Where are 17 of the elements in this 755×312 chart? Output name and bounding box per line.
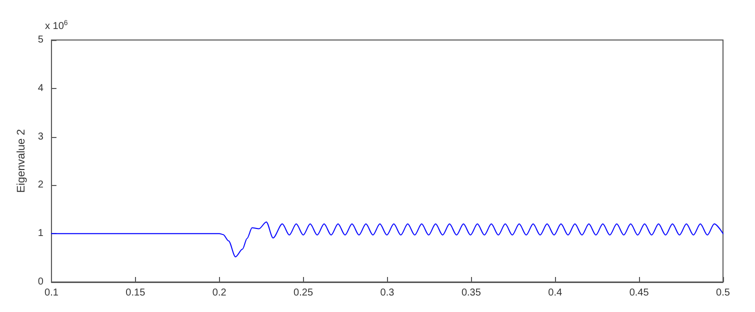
x-tick-label: 0.5: [716, 288, 730, 298]
line-series: [50, 221, 724, 258]
x-tick-label: 0.25: [294, 288, 314, 298]
x-tick-label: 0.1: [44, 288, 59, 298]
y-tick-label: 5: [38, 34, 44, 46]
y-tick-label: 1: [38, 228, 44, 240]
y-tick-label: 2: [38, 180, 44, 191]
y-axis-title: Eigenvalue 2: [16, 129, 28, 193]
x-tick-label: 0.2: [212, 288, 227, 298]
x-tick-label: 0.45: [629, 288, 650, 298]
x-tick-label: 0.15: [126, 288, 146, 298]
x-tick-label: 0.35: [461, 288, 482, 298]
x-tick-label: 0.3: [380, 288, 395, 298]
y-tick-label: 0: [38, 276, 44, 288]
y-tick-label: 3: [38, 131, 44, 142]
x-tick-label: 0.4: [548, 288, 562, 298]
y-tick-label: 4: [38, 82, 44, 94]
